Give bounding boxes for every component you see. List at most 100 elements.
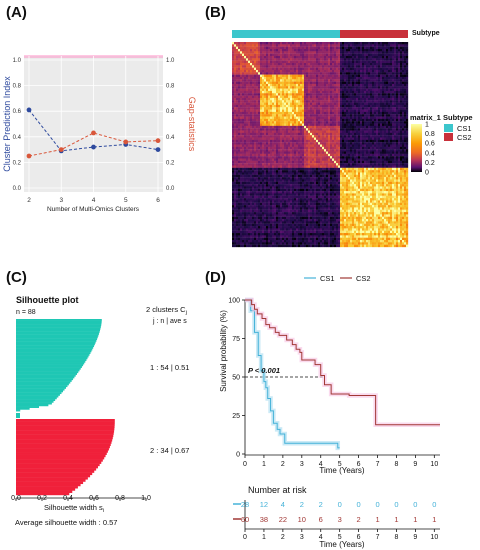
panel-b-heatmap-cell — [232, 146, 235, 150]
panel-b-heatmap-cell — [380, 144, 383, 147]
panel-b-heatmap-cell — [358, 130, 361, 133]
panel-b-heatmap-cell — [382, 97, 385, 101]
panel-b-heatmap-cell — [318, 72, 321, 75]
panel-b-heatmap-cell — [314, 118, 317, 122]
panel-b-heatmap-cell — [342, 100, 345, 103]
panel-b-heatmap-cell — [400, 142, 403, 145]
panel-b-heatmap-cell — [330, 130, 333, 133]
panel-b-heatmap-cell — [376, 107, 379, 110]
panel-b-heatmap-cell — [340, 42, 343, 45]
panel-b-heatmap-cell — [284, 167, 287, 171]
panel-b-heatmap-cell — [298, 104, 301, 108]
panel-b-heatmap-cell — [404, 76, 407, 80]
panel-b-heatmap-cell — [370, 42, 373, 45]
panel-b-heatmap-cell — [240, 144, 243, 147]
panel-b-heatmap-cell — [336, 170, 339, 173]
panel-b-heatmap-cell — [284, 158, 287, 161]
panel-b-heatmap-cell — [350, 58, 353, 61]
panel-b-heatmap-cell — [268, 130, 271, 133]
panel-b-heatmap-cell — [384, 111, 387, 115]
panel-a-point-cpi — [155, 147, 161, 153]
panel-b-heatmap-cell — [286, 55, 289, 59]
panel-b-heatmap-cell — [292, 86, 295, 89]
panel-b-heatmap-cell — [364, 88, 367, 92]
panel-b-heatmap-cell — [276, 149, 279, 152]
panel-b-heatmap-cell — [330, 151, 333, 154]
panel-b-heatmap-cell — [352, 118, 355, 122]
panel-b-heatmap-cell — [386, 132, 389, 136]
panel-b-heatmap-cell — [310, 156, 313, 159]
panel-b-heatmap-cell — [276, 121, 279, 124]
panel-b-heatmap-cell — [282, 170, 285, 173]
panel-b-heatmap-cell — [392, 51, 395, 54]
panel-b-heatmap-cell — [268, 163, 271, 166]
panel-b-heatmap-cell — [328, 53, 331, 57]
panel-b-heatmap-cell — [326, 88, 329, 92]
panel-b-heatmap-cell — [278, 139, 281, 143]
panel-b-heatmap-cell — [236, 146, 239, 150]
panel-b-annotation-cs1 — [232, 30, 340, 38]
panel-b-heatmap-cell — [346, 69, 349, 73]
panel-b-heatmap-cell — [288, 130, 291, 133]
panel-b-heatmap-cell — [262, 51, 265, 54]
panel-b-heatmap-cell — [388, 139, 391, 143]
panel-b-heatmap-cell — [312, 69, 315, 73]
panel-b-heatmap-cell — [280, 81, 283, 85]
panel-b-heatmap-cell — [286, 165, 289, 168]
panel-b-heatmap-cell — [288, 128, 291, 131]
panel-b-heatmap-cell — [306, 107, 309, 110]
panel-b-heatmap-cell — [314, 104, 317, 108]
panel-b-heatmap-cell — [406, 86, 409, 89]
panel-b-heatmap-cell — [384, 109, 387, 113]
panel-b-heatmap-cell — [384, 67, 387, 71]
panel-b-heatmap-cell — [298, 60, 301, 64]
panel-b-heatmap-cell — [368, 167, 371, 171]
panel-b-heatmap-cell — [366, 109, 369, 113]
panel-b-heatmap-cell — [306, 121, 309, 124]
panel-b-heatmap-cell — [296, 123, 299, 127]
panel-b-heatmap-cell — [238, 107, 241, 110]
panel-b-heatmap-cell — [324, 60, 327, 64]
panel-b-heatmap-cell — [390, 111, 393, 115]
panel-b-heatmap-cell — [378, 170, 381, 173]
panel-b-heatmap-cell — [252, 93, 255, 96]
panel-b-heatmap-cell — [248, 107, 251, 110]
panel-b-heatmap-cell — [294, 93, 297, 96]
panel-b-heatmap-cell — [258, 156, 261, 159]
panel-b-heatmap-cell — [392, 104, 395, 108]
panel-b-heatmap-cell — [274, 128, 277, 131]
panel-b-heatmap-cell — [328, 123, 331, 127]
panel-b-heatmap-cell — [238, 67, 241, 71]
panel-b-heatmap-cell — [286, 76, 289, 80]
panel-b-heatmap-cell — [372, 139, 375, 143]
panel-b-heatmap-cell — [346, 90, 349, 94]
panel-b-heatmap-cell — [322, 118, 325, 122]
panel-b-heatmap-cell — [290, 139, 293, 143]
panel-b-heatmap-cell — [252, 46, 255, 50]
panel-b-heatmap-cell — [296, 95, 299, 99]
panel-b-heatmap-cell — [258, 167, 261, 171]
panel-b-heatmap-cell — [298, 125, 301, 129]
panel-b-heatmap-cell — [326, 132, 329, 136]
panel-b-heatmap-cell — [310, 51, 313, 54]
panel-b-heatmap-cell — [374, 62, 377, 66]
panel-b-heatmap-cell — [240, 151, 243, 154]
panel-b-heatmap-cell — [244, 79, 247, 82]
panel-b-heatmap-cell — [278, 69, 281, 73]
panel-b-heatmap-cell — [254, 146, 257, 150]
panel-b-heatmap-cell — [278, 55, 281, 59]
panel-b-heatmap-cell — [406, 149, 409, 152]
panel-b-heatmap-cell — [342, 104, 345, 108]
panel-b-heatmap-cell — [278, 151, 281, 154]
panel-b-heatmap-cell — [404, 116, 407, 120]
panel-b-heatmap-cell — [312, 86, 315, 89]
panel-b-heatmap-cell — [394, 153, 397, 157]
panel-b-heatmap-cell — [334, 163, 337, 166]
panel-b-heatmap-cell — [252, 104, 255, 108]
panel-b-heatmap-cell — [370, 128, 373, 131]
panel-b-heatmap-cell — [304, 81, 307, 85]
panel-b-heatmap-cell — [360, 83, 363, 87]
panel-b-heatmap-cell — [404, 107, 407, 110]
panel-b-heatmap-cell — [274, 121, 277, 124]
panel-b-heatmap-cell — [376, 69, 379, 73]
